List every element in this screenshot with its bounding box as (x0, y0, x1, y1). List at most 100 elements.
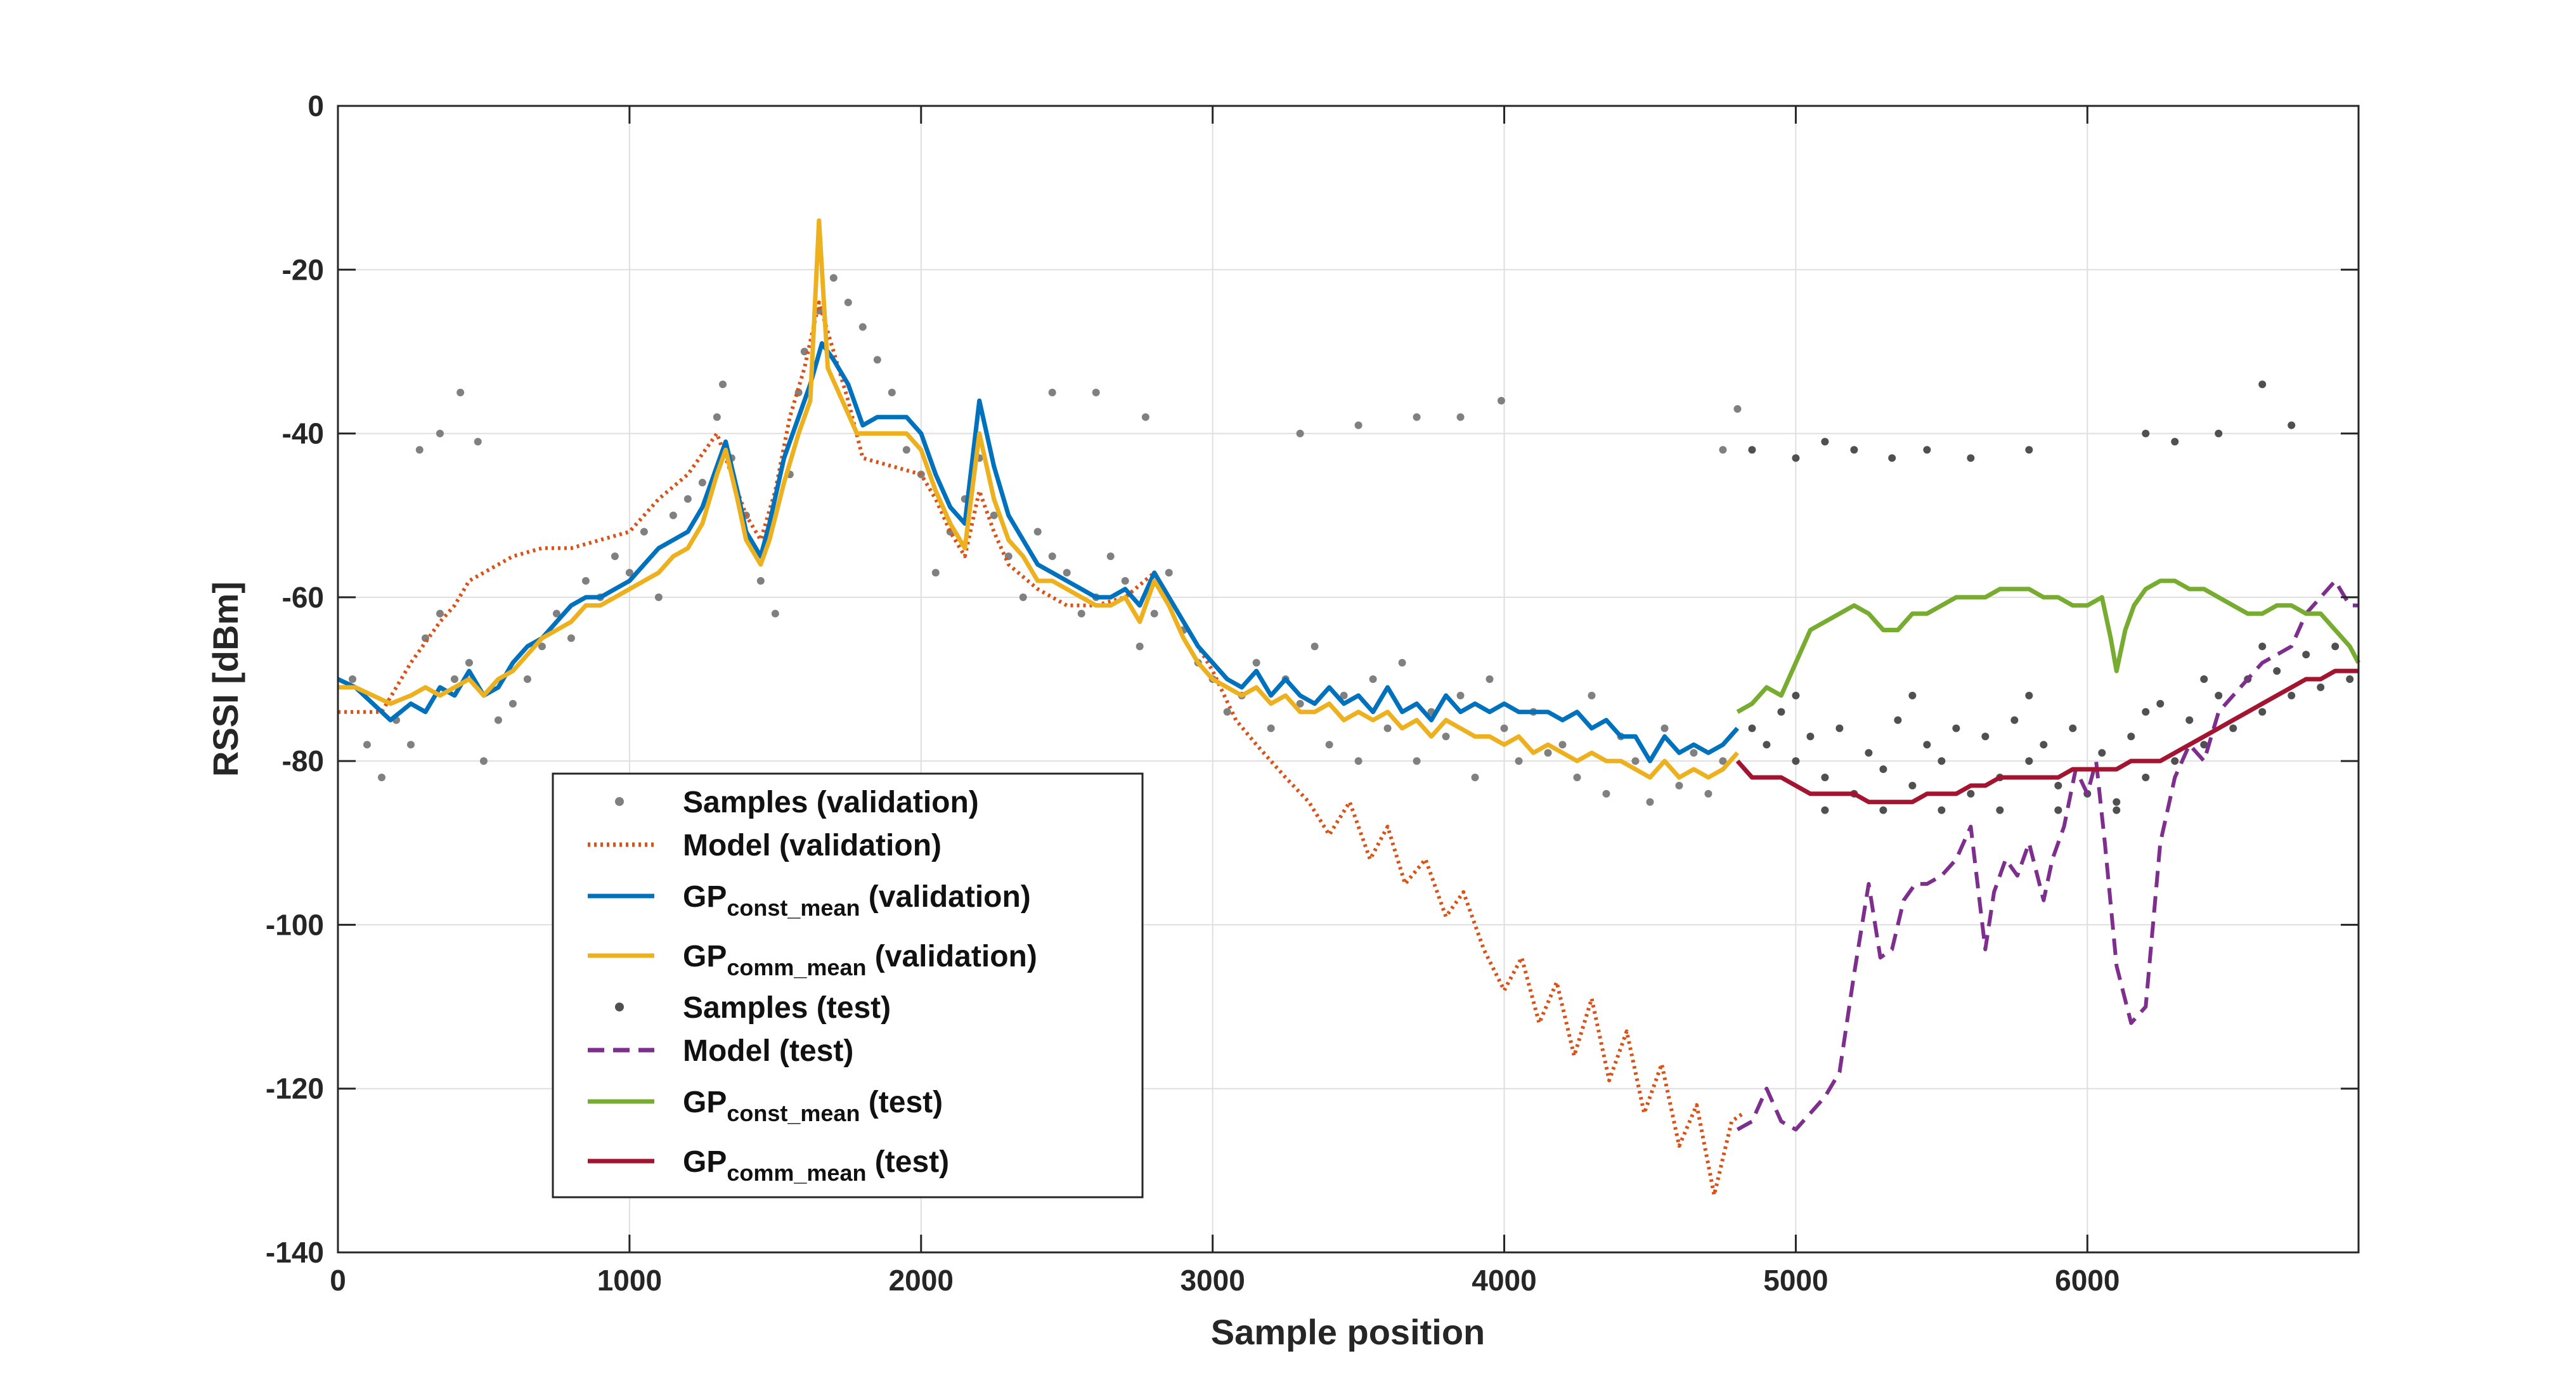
sample-point (719, 380, 727, 389)
legend-entry: Samples (validation) (615, 786, 979, 819)
sample-point (1383, 724, 1392, 732)
sample-point (415, 446, 424, 454)
sample-point (1996, 806, 2004, 814)
sample-point (2113, 806, 2121, 814)
sample-point (2331, 642, 2340, 651)
sample-point (2098, 749, 2106, 757)
samples-test-points (1748, 380, 2354, 814)
sample-point (756, 577, 765, 585)
y-tick-label: -80 (282, 744, 324, 777)
sample-point (1792, 757, 1800, 765)
sample-point (1544, 749, 1552, 757)
sample-point (508, 699, 517, 708)
legend-entry: Model (validation) (588, 829, 942, 862)
sample-point (1660, 724, 1669, 732)
sample-point (474, 438, 482, 446)
sample-point (1077, 609, 1085, 618)
sample-point (2302, 651, 2310, 659)
sample-point (713, 413, 721, 421)
gp-const-test-line (1736, 578, 2361, 714)
sample-point (771, 609, 779, 618)
y-tick-label: -60 (282, 581, 324, 614)
sample-point (1456, 413, 1465, 421)
sample-point (1938, 757, 1946, 765)
model-val-line (338, 300, 1745, 1197)
sample-point (1763, 741, 1771, 749)
sample-point (2156, 699, 2165, 708)
sample-point (2142, 773, 2150, 781)
legend-marker (615, 797, 624, 806)
legend: Samples (validation) Model (validation) GP… (552, 772, 1144, 1198)
sample-point (2171, 438, 2179, 446)
y-tick-label: -100 (266, 908, 324, 941)
sample-point (2200, 741, 2208, 749)
sample-point (2215, 691, 2223, 699)
sample-point (2069, 724, 2077, 732)
sample-point (1908, 691, 1917, 699)
gp-comm-test-line (1735, 668, 2359, 805)
sample-point (1340, 691, 1348, 699)
sample-point (931, 569, 940, 577)
sample-point (2171, 757, 2179, 765)
sample-point (1821, 773, 1829, 781)
legend-label: GPconst_mean (test) (683, 1086, 943, 1126)
sample-point (611, 552, 619, 561)
sample-point (2185, 716, 2194, 724)
sample-point (2215, 429, 2223, 438)
sample-point (2127, 732, 2135, 741)
sample-point (1106, 552, 1115, 561)
sample-point (2113, 798, 2121, 806)
sample-point (406, 741, 415, 749)
sample-point (479, 757, 488, 765)
sample-point (1136, 642, 1144, 651)
sample-point (1748, 724, 1756, 732)
sample-point (1515, 757, 1523, 765)
sample-point (348, 675, 356, 683)
sample-point (538, 642, 546, 651)
legend-label: GPconst_mean (validation) (683, 880, 1031, 921)
sample-point (1967, 789, 1975, 798)
sample-point (1048, 389, 1056, 396)
sample-point (1456, 691, 1465, 699)
sample-point (567, 634, 575, 642)
sample-point (1806, 732, 1815, 741)
sample-point (1748, 446, 1756, 454)
sample-point (1354, 757, 1362, 765)
sample-point (2025, 446, 2033, 454)
plot-frame (337, 105, 2360, 1254)
sample-point (1485, 675, 1494, 683)
series-layer (337, 218, 2361, 1197)
legend-entry: GPcomm_mean (test) (588, 1145, 949, 1186)
sample-point (1369, 675, 1377, 683)
sample-point (1923, 446, 1931, 454)
gp-comm-val-line (338, 218, 1740, 780)
sample-point (2025, 757, 2033, 765)
sample-point (1850, 446, 1858, 454)
sample-point (1967, 454, 1975, 462)
sample-point (2010, 716, 2019, 724)
sample-point (2054, 781, 2062, 789)
sample-point (1777, 708, 1785, 716)
legend-entry: Samples (test) (615, 991, 891, 1025)
sample-point (1573, 773, 1581, 781)
sample-point (1442, 732, 1450, 741)
sample-point (465, 659, 473, 667)
sample-point (2200, 675, 2208, 683)
sample-point (1865, 749, 1873, 757)
sample-point (873, 356, 881, 364)
sample-point (1558, 741, 1567, 749)
x-tick-label: 5000 (1763, 1264, 1828, 1297)
legend-entry: Model (test) (588, 1034, 853, 1068)
x-axis-label: Sample position (1211, 1312, 1485, 1352)
sample-point (2258, 380, 2267, 389)
sample-point (1398, 659, 1406, 667)
sample-point (1952, 724, 1960, 732)
y-tick-label: 0 (307, 89, 324, 122)
legend-marker (615, 1003, 624, 1011)
sample-point (1938, 806, 1946, 814)
sample-point (1296, 429, 1304, 438)
sample-point (1792, 691, 1800, 699)
sample-point (902, 446, 910, 454)
sample-point (1923, 741, 1931, 749)
